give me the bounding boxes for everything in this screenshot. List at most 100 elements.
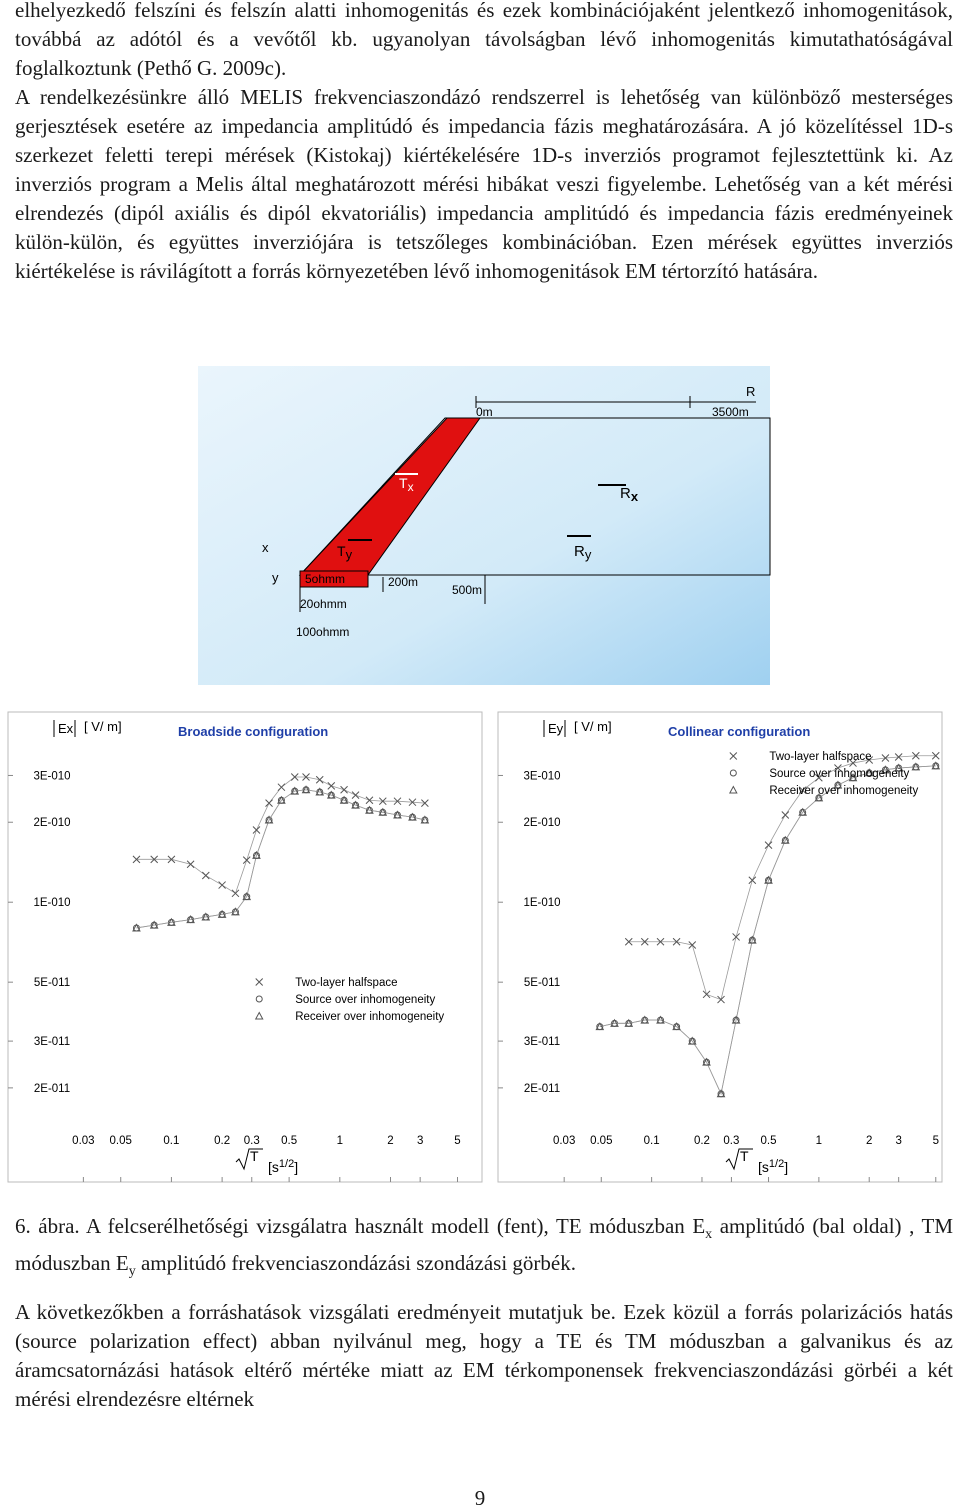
- label-main: T: [337, 543, 346, 559]
- marker: [408, 798, 417, 807]
- x-tick-label: 0.03: [72, 1135, 94, 1147]
- y-tick-label: 1E-010: [33, 897, 70, 909]
- resistivity-label: 5ohmm: [305, 572, 345, 586]
- marker: [421, 799, 429, 807]
- model-diagram: 0m 3500m R Tx Rx Ty Ry x y 5ohmm 200m 50…: [198, 366, 771, 685]
- y-axis-unit: [ V/ m]: [574, 719, 612, 734]
- marker: [231, 907, 240, 916]
- x-tick-label: 2: [866, 1135, 872, 1147]
- marker: [327, 782, 336, 790]
- marker: [595, 1022, 605, 1031]
- marker: [351, 800, 360, 809]
- tx-label: Tx: [399, 475, 414, 494]
- root-sign: [235, 1148, 263, 1171]
- marker: [378, 797, 387, 806]
- y-tick-label: 1E-010: [523, 897, 560, 909]
- chart-title: Broadside configuration: [178, 724, 328, 739]
- chart-title: Collinear configuration: [668, 724, 810, 739]
- x-unit-part: [s: [268, 1159, 279, 1175]
- x-unit-part: 1/2: [769, 1158, 784, 1170]
- label-sub: y: [585, 547, 592, 562]
- y-axis-label: Ex: [58, 721, 74, 736]
- x-tick-label: 5: [454, 1135, 460, 1147]
- marker: [186, 915, 195, 924]
- marker: [255, 995, 263, 1003]
- marker: [242, 892, 252, 901]
- marker: [747, 935, 757, 944]
- marker: [865, 756, 874, 764]
- marker: [731, 1015, 741, 1024]
- plot-frame: [497, 711, 943, 1183]
- marker: [315, 775, 324, 784]
- marker: [277, 795, 286, 804]
- x-tick-label: 0.5: [761, 1135, 777, 1147]
- series-line: [136, 776, 425, 894]
- marker: [781, 811, 790, 819]
- legend-label: Receiver over inhomogeneity: [295, 1011, 444, 1023]
- marker: [728, 785, 738, 794]
- marker: [834, 764, 842, 772]
- x-tick-label: 5: [933, 1135, 939, 1147]
- marker: [302, 773, 310, 781]
- scale-label: R: [746, 384, 755, 399]
- marker: [315, 787, 325, 796]
- marker: [242, 856, 251, 864]
- y-label-text: Ex: [58, 721, 74, 736]
- marker: [201, 871, 210, 880]
- marker: [764, 841, 773, 849]
- marker: [894, 753, 903, 761]
- marker: [748, 876, 757, 885]
- marker: [218, 881, 226, 889]
- marker: [814, 793, 824, 802]
- x-axis-label: T: [740, 1148, 749, 1164]
- marker: [420, 815, 430, 824]
- marker: [167, 855, 176, 864]
- x-tick-label: 0.2: [214, 1135, 230, 1147]
- scale-end: 3500m: [712, 405, 749, 419]
- x-tick-label: 0.5: [281, 1135, 297, 1147]
- marker: [894, 763, 904, 772]
- marker: [610, 1018, 619, 1027]
- marker: [764, 875, 773, 884]
- scale-start: 0m: [476, 405, 493, 419]
- ty-label: Ty: [337, 543, 353, 562]
- y-tick-label: 2E-011: [524, 1083, 560, 1095]
- marker: [301, 785, 311, 794]
- strip-front: [299, 570, 369, 588]
- marker: [132, 923, 141, 932]
- charts: 2E-011 3E-011 5E-011 1E-010 2E-010 3E-010 0.03…: [7, 711, 943, 1183]
- marker: [264, 815, 274, 824]
- x-tick-label: 0.1: [163, 1135, 179, 1147]
- marker: [408, 812, 417, 821]
- y-tick-label: 2E-011: [34, 1083, 70, 1095]
- x-tick-label: 2: [387, 1135, 393, 1147]
- paragraph: A rendelkezésünkre álló MELIS frekvencia…: [15, 85, 953, 283]
- y-tick-label: 2E-010: [33, 817, 70, 829]
- caption-sub: x: [705, 1227, 713, 1243]
- page-number: 9: [474, 1486, 486, 1510]
- label-main: R: [574, 543, 585, 560]
- marker: [780, 835, 790, 844]
- marker: [702, 1057, 711, 1066]
- resistivity-label: 100ohmm: [296, 625, 349, 639]
- y-tick-label: 2E-010: [523, 817, 560, 829]
- legend-label: Two-layer halfspace: [769, 751, 871, 763]
- marker: [231, 889, 240, 898]
- x-tick-label: 0.3: [723, 1135, 739, 1147]
- ry-label: Ry: [574, 543, 592, 562]
- marker: [624, 1018, 634, 1027]
- marker: [881, 765, 890, 774]
- paragraph: elhelyezkedő felszíni és felszín alatti …: [15, 0, 953, 80]
- marker: [217, 909, 227, 918]
- marker: [688, 941, 697, 949]
- x-axis-unit: [s1/2]: [758, 1158, 788, 1175]
- dimension-label: 500m: [452, 583, 482, 597]
- axis-x: x: [262, 540, 269, 555]
- x-unit-part: [s: [758, 1159, 769, 1175]
- x-axis-unit: [s1/2]: [268, 1158, 298, 1175]
- marker: [340, 785, 348, 794]
- marker: [365, 796, 374, 805]
- marker: [656, 1015, 665, 1024]
- x-unit-part: 1/2: [279, 1158, 294, 1170]
